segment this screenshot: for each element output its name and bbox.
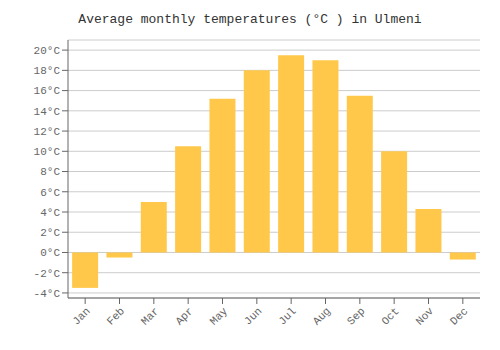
svg-text:Jun: Jun — [242, 305, 264, 327]
svg-text:20°C: 20°C — [34, 45, 61, 57]
svg-text:Apr: Apr — [173, 305, 195, 327]
svg-text:Jul: Jul — [276, 305, 298, 327]
svg-text:Oct: Oct — [379, 305, 401, 327]
html-text:Average monthly temperatures (: Average monthly temperatures (°C ) in Ul… — [78, 12, 422, 27]
svg-text:Nov: Nov — [414, 305, 437, 328]
svg-text:Sep: Sep — [345, 305, 367, 327]
svg-text:8°C: 8°C — [40, 166, 60, 178]
svg-text:-2°C: -2°C — [34, 268, 61, 280]
svg-text:Aug: Aug — [311, 305, 333, 327]
svg-text:14°C: 14°C — [34, 106, 61, 118]
svg-text:Mar: Mar — [139, 305, 161, 327]
svg-text:4°C: 4°C — [40, 207, 60, 219]
svg-text:12°C: 12°C — [34, 126, 61, 138]
svg-text:-4°C: -4°C — [34, 288, 61, 300]
svg-text:Jan: Jan — [70, 305, 92, 327]
svg-text:6°C: 6°C — [40, 187, 60, 199]
svg-text:Feb: Feb — [105, 305, 127, 327]
svg-text:0°C: 0°C — [40, 247, 60, 259]
svg-text:2°C: 2°C — [40, 227, 60, 239]
svg-text:16°C: 16°C — [34, 85, 61, 97]
svg-text:Dec: Dec — [448, 305, 470, 327]
svg-text:May: May — [208, 305, 231, 328]
svg-text:18°C: 18°C — [34, 65, 61, 77]
svg-text:10°C: 10°C — [34, 146, 61, 158]
